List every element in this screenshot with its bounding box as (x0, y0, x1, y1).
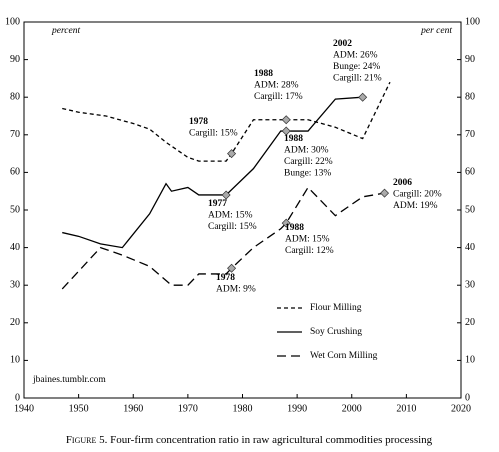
point-marker (227, 263, 237, 273)
point-marker (227, 149, 237, 159)
point-marker (281, 218, 291, 228)
point-marker (221, 190, 231, 200)
annotation: Cargill: 22% (284, 157, 333, 167)
annotation: ADM: 28% (254, 81, 299, 91)
annotation: Cargill: 20% (393, 190, 442, 200)
annotation: ADM: 19% (393, 201, 438, 211)
point-marker (281, 126, 291, 136)
annotation: Bunge: 24% (333, 62, 380, 72)
caption: Figure 5. Four-firm concentration ratio … (66, 434, 433, 446)
annotation: ADM: 9% (216, 285, 256, 295)
x-tick-label: 2000 (342, 403, 362, 414)
y-tick-label: 20 (10, 317, 20, 328)
y2-tick-label: 100 (465, 16, 480, 27)
legend-label: Soy Crushing (310, 327, 362, 337)
y-tick-label: 50 (10, 204, 20, 215)
annotation: Bunge: 13% (284, 169, 331, 179)
annotation: ADM: 26% (333, 51, 378, 61)
x-tick-label: 2020 (451, 403, 471, 414)
y2-tick-label: 10 (465, 355, 475, 366)
point-marker (281, 115, 291, 125)
series-line (62, 96, 363, 249)
annotation: ADM: 15% (208, 211, 253, 221)
y-tick-label: 70 (10, 129, 20, 140)
annotation: 1978 (189, 117, 208, 127)
y2-tick-label: 70 (465, 129, 475, 140)
y-tick-label: 10 (10, 355, 20, 366)
y2-tick-label: 60 (465, 167, 475, 178)
caption-label: Figure 5. (66, 434, 108, 446)
annotation: ADM: 15% (285, 235, 330, 245)
y-tick-label: 0 (15, 392, 20, 403)
y-axis-label: percent (51, 26, 80, 36)
annotation: ADM: 30% (284, 146, 329, 156)
legend-label: Wet Corn Milling (310, 351, 378, 361)
annotation: 1988 (254, 69, 273, 79)
y2-tick-label: 20 (465, 317, 475, 328)
annotation: Cargill: 15% (189, 129, 238, 139)
annotation: Cargill: 17% (254, 92, 303, 102)
y2-tick-label: 30 (465, 279, 475, 290)
y2-tick-label: 50 (465, 204, 475, 215)
x-tick-label: 1960 (123, 403, 143, 414)
x-tick-label: 1950 (69, 403, 89, 414)
x-tick-label: 1980 (233, 403, 253, 414)
y-tick-label: 40 (10, 242, 20, 253)
annotation: 2006 (393, 178, 412, 188)
y2-tick-label: 0 (465, 392, 470, 403)
point-marker (358, 92, 368, 102)
source-note: jbaines.tumblr.com (32, 375, 106, 385)
series-line (62, 81, 391, 162)
y-tick-label: 100 (5, 16, 20, 27)
x-tick-label: 1970 (178, 403, 198, 414)
y2-axis-label: per cent (420, 26, 452, 36)
series-line (61, 186, 385, 290)
annotation: Cargill: 21% (333, 74, 382, 84)
annotation: 1988 (284, 134, 303, 144)
y2-tick-label: 40 (465, 242, 475, 253)
x-tick-label: 1990 (287, 403, 307, 414)
x-tick-label: 2010 (396, 403, 416, 414)
y2-tick-label: 90 (465, 54, 475, 65)
y-tick-label: 30 (10, 279, 20, 290)
y-tick-label: 90 (10, 54, 20, 65)
annotation: 1978 (216, 273, 235, 283)
annotation: 1988 (285, 223, 304, 233)
y-tick-label: 80 (10, 91, 20, 102)
legend-label: Flour Milling (310, 303, 362, 313)
annotation: Cargill: 12% (285, 246, 334, 256)
annotation: 2002 (333, 39, 352, 49)
point-marker (380, 188, 390, 198)
y-tick-label: 60 (10, 167, 20, 178)
x-tick-label: 1940 (14, 403, 34, 414)
annotation: 1977 (208, 199, 227, 209)
caption-text: Four-firm concentration ratio in raw agr… (110, 434, 433, 446)
annotation: Cargill: 15% (208, 222, 257, 232)
y2-tick-label: 80 (465, 91, 475, 102)
